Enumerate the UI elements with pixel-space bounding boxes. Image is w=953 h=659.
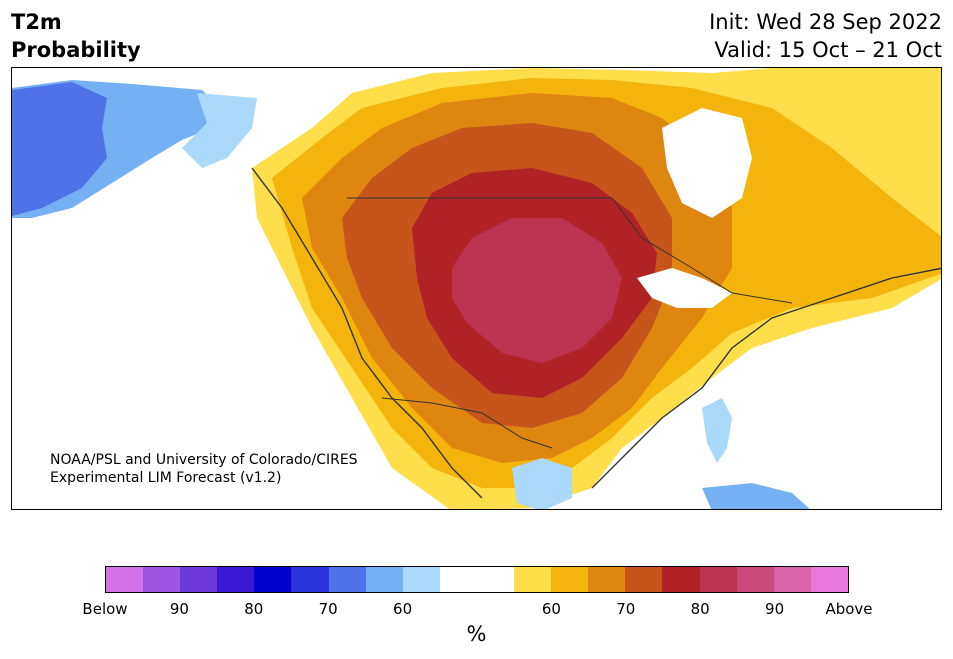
us-mexico-border — [381, 397, 553, 449]
credit-line-1: NOAA/PSL and University of Colorado/CIRE… — [50, 452, 358, 468]
colorbar-tick-label: 60 — [541, 600, 561, 618]
cold-region-mexico — [512, 458, 572, 509]
colorbar-tick-label: Above — [825, 600, 873, 618]
colorbar-segment — [551, 567, 589, 592]
cold-region-florida — [702, 398, 732, 463]
colorbar-segment — [328, 567, 366, 592]
colorbar-segment — [662, 567, 700, 592]
colorbar-tick-label: 70 — [318, 600, 338, 618]
colorbar-tick-label: 60 — [393, 600, 413, 618]
colorbar-segment — [106, 567, 144, 592]
colorbar-segment — [736, 567, 774, 592]
colorbar — [105, 566, 849, 593]
cold-region-caribbean — [702, 483, 810, 509]
colorbar-segment — [365, 567, 403, 592]
colorbar-segment — [402, 567, 440, 592]
colorbar-tick-label: Below — [82, 600, 128, 618]
colorbar-tick-labels: Below 90 80 70 60 60 70 80 90 Above — [82, 600, 872, 618]
colorbar-segment — [773, 567, 811, 592]
title-line-1: T2m — [11, 10, 62, 34]
colorbar-segment — [291, 567, 329, 592]
colorbar-segment — [588, 567, 626, 592]
colorbar-segment — [439, 567, 477, 592]
colorbar-tick-label: 70 — [616, 600, 636, 618]
map-title: T2m Probability — [11, 8, 141, 64]
valid-range: Valid: 15 Oct – 21 Oct — [714, 38, 942, 62]
credit-line-2: Experimental LIM Forecast (v1.2) — [50, 470, 282, 486]
colorbar-segment — [180, 567, 218, 592]
colorbar-tick-label: 80 — [244, 600, 264, 618]
colorbar-tick-label: 90 — [169, 600, 189, 618]
colorbar-segment — [217, 567, 255, 592]
us-canada-border — [347, 197, 793, 304]
forecast-dates: Init: Wed 28 Sep 2022 Valid: 15 Oct – 21… — [709, 8, 942, 64]
probability-map — [12, 68, 941, 509]
title-line-2: Probability — [11, 38, 141, 62]
warm-region-85 — [452, 218, 622, 363]
colorbar-tick-label: 80 — [690, 600, 710, 618]
great-lakes — [637, 268, 732, 308]
coastline — [251, 167, 941, 499]
colorbar-segment — [699, 567, 737, 592]
colorbar-segment — [254, 567, 292, 592]
map-panel: NOAA/PSL and University of Colorado/CIRE… — [11, 67, 942, 510]
colorbar-unit: % — [466, 622, 487, 646]
init-date: Init: Wed 28 Sep 2022 — [709, 10, 942, 34]
cold-region-alaska-dark — [12, 82, 107, 216]
colorbar-tick-label: 90 — [765, 600, 785, 618]
colorbar-segment — [143, 567, 181, 592]
colorbar-segment — [476, 567, 515, 592]
colorbar-segment — [625, 567, 663, 592]
colorbar-segment — [810, 567, 848, 592]
cold-region-alaska-light — [182, 93, 257, 168]
hudson-bay — [662, 108, 752, 218]
colorbar-segment — [514, 567, 552, 592]
credit-text: NOAA/PSL and University of Colorado/CIRE… — [50, 451, 358, 487]
